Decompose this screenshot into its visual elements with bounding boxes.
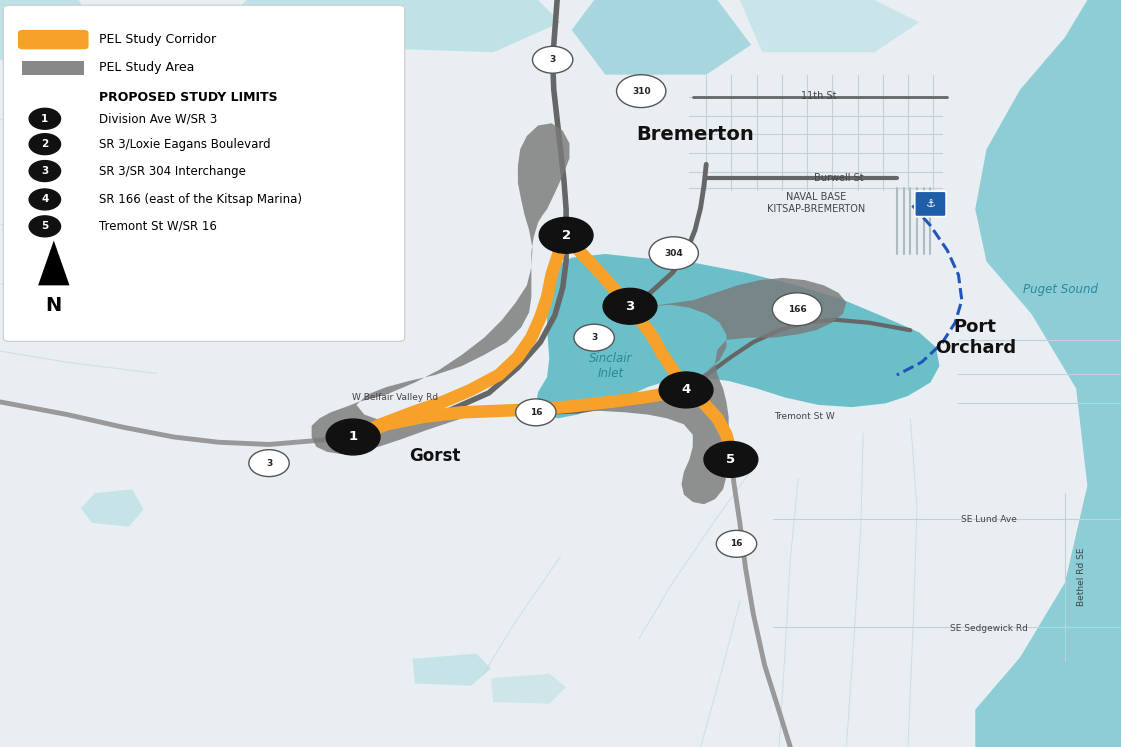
Polygon shape: [491, 674, 566, 704]
Text: Tremont St W/SR 16: Tremont St W/SR 16: [99, 220, 216, 233]
Circle shape: [516, 399, 556, 426]
Circle shape: [29, 108, 61, 129]
Text: SE Sedgewick Rd: SE Sedgewick Rd: [949, 624, 1028, 633]
Text: 1: 1: [41, 114, 48, 124]
Polygon shape: [536, 254, 939, 418]
Text: 2: 2: [562, 229, 571, 242]
Circle shape: [649, 237, 698, 270]
Text: 3: 3: [626, 300, 634, 313]
Circle shape: [716, 530, 757, 557]
Text: ⚓: ⚓: [926, 199, 935, 209]
Circle shape: [29, 161, 61, 182]
Polygon shape: [964, 0, 1121, 747]
Text: 3: 3: [41, 166, 48, 176]
Text: K I T S A P   C O U N T Y: K I T S A P C O U N T Y: [159, 307, 323, 320]
Polygon shape: [312, 123, 846, 504]
Text: 2: 2: [41, 139, 48, 149]
Circle shape: [29, 134, 61, 155]
Text: 16: 16: [529, 408, 543, 417]
Circle shape: [29, 189, 61, 210]
Bar: [22, 61, 84, 75]
Circle shape: [532, 46, 573, 73]
Text: SE Lund Ave: SE Lund Ave: [961, 515, 1017, 524]
Polygon shape: [38, 241, 70, 285]
Polygon shape: [224, 0, 560, 52]
Text: 11th St: 11th St: [800, 90, 836, 101]
Text: Burwell St: Burwell St: [814, 173, 863, 183]
Text: PROPOSED STUDY LIMITS: PROPOSED STUDY LIMITS: [99, 91, 277, 105]
FancyBboxPatch shape: [18, 30, 89, 49]
Polygon shape: [413, 654, 491, 686]
Text: N: N: [46, 296, 62, 314]
Text: Gorst: Gorst: [409, 447, 461, 465]
Text: Tremont St W: Tremont St W: [775, 412, 835, 421]
Circle shape: [772, 293, 822, 326]
Polygon shape: [572, 0, 751, 75]
Circle shape: [659, 372, 713, 408]
Text: PEL Study Area: PEL Study Area: [99, 61, 194, 75]
Circle shape: [603, 288, 657, 324]
Text: Division Ave W/SR 3: Division Ave W/SR 3: [99, 112, 216, 125]
Text: Sinclair
Inlet: Sinclair Inlet: [590, 352, 632, 380]
Text: W Belfair Valley Rd: W Belfair Valley Rd: [352, 393, 437, 402]
Polygon shape: [81, 489, 143, 527]
Circle shape: [326, 419, 380, 455]
Text: 310: 310: [632, 87, 650, 96]
Circle shape: [29, 216, 61, 237]
Text: Bethel Rd SE: Bethel Rd SE: [1077, 548, 1086, 606]
Circle shape: [249, 450, 289, 477]
Circle shape: [574, 324, 614, 351]
Circle shape: [617, 75, 666, 108]
Text: 5: 5: [726, 453, 735, 466]
Text: 16: 16: [730, 539, 743, 548]
Text: 166: 166: [788, 305, 806, 314]
Text: 1: 1: [349, 430, 358, 444]
Circle shape: [704, 441, 758, 477]
Text: Puget Sound: Puget Sound: [1023, 283, 1097, 297]
Text: 5: 5: [41, 221, 48, 232]
FancyBboxPatch shape: [915, 191, 946, 217]
Text: 4: 4: [41, 194, 48, 205]
Text: Port
Orchard: Port Orchard: [935, 318, 1016, 357]
Text: 3: 3: [266, 459, 272, 468]
Text: 3: 3: [549, 55, 556, 64]
Text: Bremerton: Bremerton: [636, 125, 754, 144]
FancyBboxPatch shape: [3, 5, 405, 341]
Text: SR 166 (east of the Kitsap Marina): SR 166 (east of the Kitsap Marina): [99, 193, 302, 206]
Circle shape: [539, 217, 593, 253]
Text: SR 3/SR 304 Interchange: SR 3/SR 304 Interchange: [99, 164, 245, 178]
Text: PEL Study Corridor: PEL Study Corridor: [99, 33, 215, 46]
Text: SR 3/Loxie Eagans Boulevard: SR 3/Loxie Eagans Boulevard: [99, 137, 270, 151]
Text: 304: 304: [665, 249, 683, 258]
Text: 4: 4: [682, 383, 691, 397]
Polygon shape: [740, 0, 919, 52]
Text: NAVAL BASE
KITSAP-BREMERTON: NAVAL BASE KITSAP-BREMERTON: [767, 192, 865, 214]
Polygon shape: [0, 0, 112, 75]
Text: 3: 3: [591, 333, 597, 342]
